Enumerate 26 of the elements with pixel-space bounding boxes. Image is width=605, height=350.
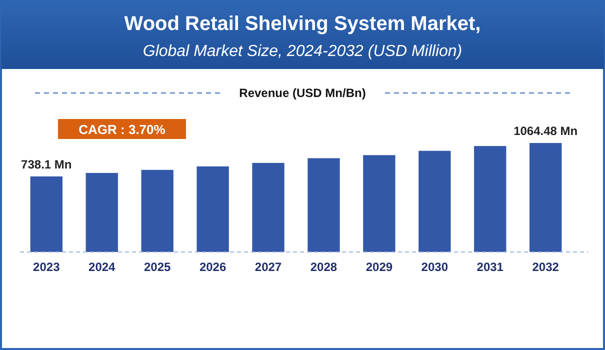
data-label: 738.1 Mn (21, 157, 72, 172)
x-tick-label: 2024 (88, 260, 116, 274)
x-tick-label: 2029 (366, 260, 393, 274)
x-tick-label: 2025 (144, 260, 172, 274)
bar (252, 162, 284, 252)
bar (141, 170, 174, 252)
bar (530, 143, 562, 252)
x-tick-label: 2026 (199, 260, 226, 274)
bar (30, 176, 62, 252)
text: CAGR : 3.70% (78, 122, 166, 137)
chart-title: Wood Retail Shelving System Market, (124, 13, 481, 35)
x-tick-label: 2027 (254, 260, 282, 274)
bar (363, 155, 396, 252)
bar (418, 150, 451, 252)
bar (196, 166, 229, 252)
x-tick-label: 2028 (310, 260, 338, 274)
x-tick-label: 2023 (33, 260, 60, 274)
x-tick-label: 2031 (476, 260, 504, 274)
x-tick-label: 2032 (532, 260, 560, 274)
x-tick-label: 2030 (421, 260, 448, 274)
bar (86, 172, 118, 252)
chart-subtitle: Global Market Size, 2024-2032 (USD Million) (142, 43, 462, 60)
text: Revenue (USD Mn/Bn) (239, 86, 366, 100)
bar (474, 146, 506, 252)
data-label: 1064.48 Mn (514, 124, 578, 138)
bar (308, 158, 340, 252)
